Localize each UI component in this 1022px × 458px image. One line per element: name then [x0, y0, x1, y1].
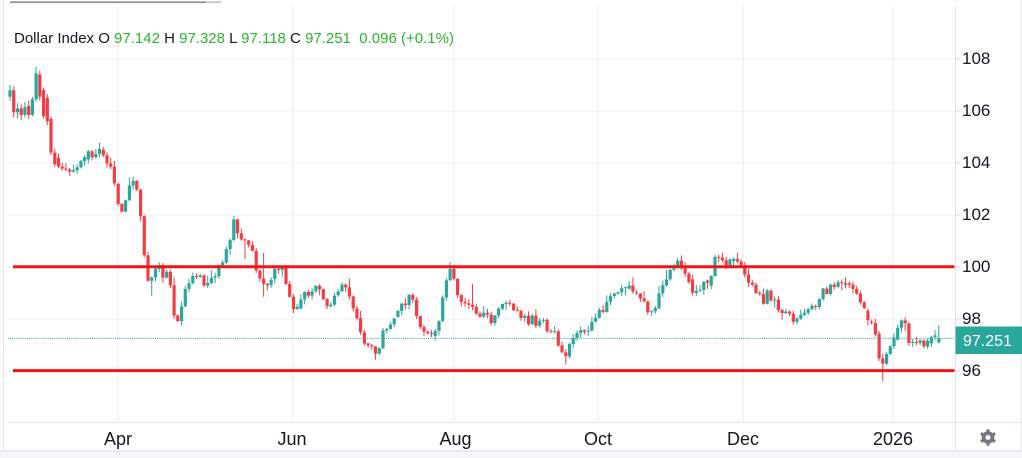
svg-text:97.251: 97.251 — [963, 333, 1012, 350]
